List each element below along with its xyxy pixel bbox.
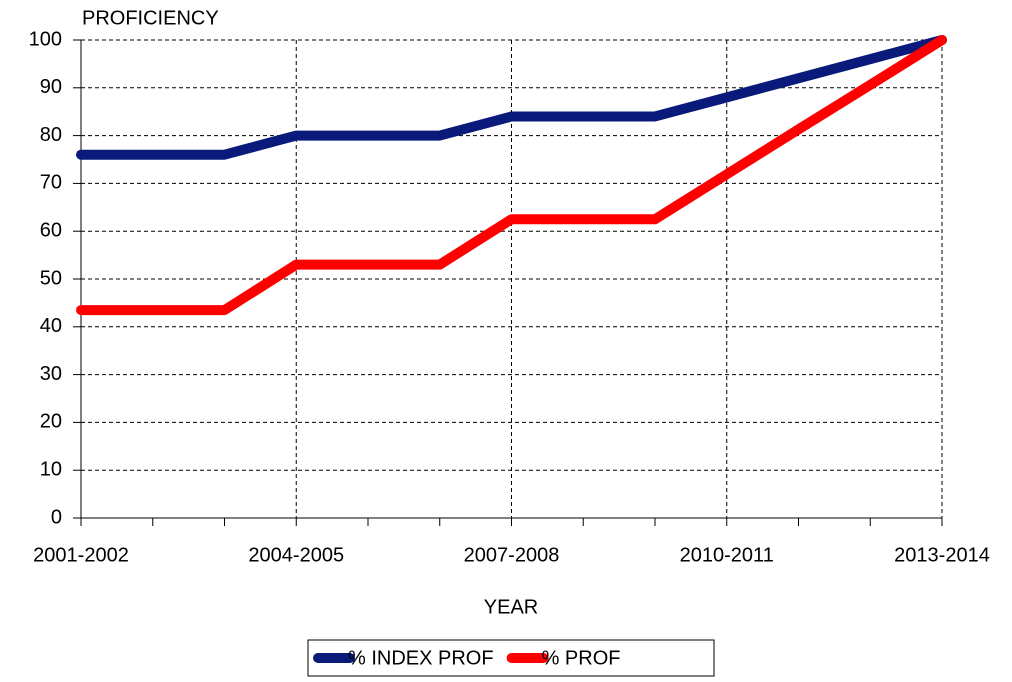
y-tick-label: 50 [40, 267, 62, 289]
y-tick-label: 80 [40, 124, 62, 146]
x-tick-label: 2010-2011 [680, 544, 774, 566]
series-line [76, 35, 947, 316]
x-axis-label: YEAR [484, 596, 538, 618]
y-tick-label: 30 [40, 363, 62, 385]
y-tick-label: 0 [51, 506, 62, 528]
legend-label: % PROF [542, 647, 621, 669]
y-tick-label: 70 [40, 172, 62, 194]
x-tick-label: 2004-2005 [248, 544, 344, 566]
y-tick-label: 60 [40, 219, 62, 241]
y-tick-label: 100 [29, 28, 62, 50]
series-line [76, 35, 947, 160]
y-tick-label: 90 [40, 76, 62, 98]
x-tick-label: 2013-2014 [894, 544, 990, 566]
y-tick-label: 40 [40, 315, 62, 337]
y-tick-label: 20 [40, 411, 62, 433]
chart-title: PROFICIENCY [82, 7, 219, 29]
legend-label: % INDEX PROF [348, 647, 494, 669]
x-tick-label: 2001-2002 [33, 544, 129, 566]
y-tick-label: 10 [40, 458, 62, 480]
x-tick-label: 2007-2008 [464, 544, 560, 566]
